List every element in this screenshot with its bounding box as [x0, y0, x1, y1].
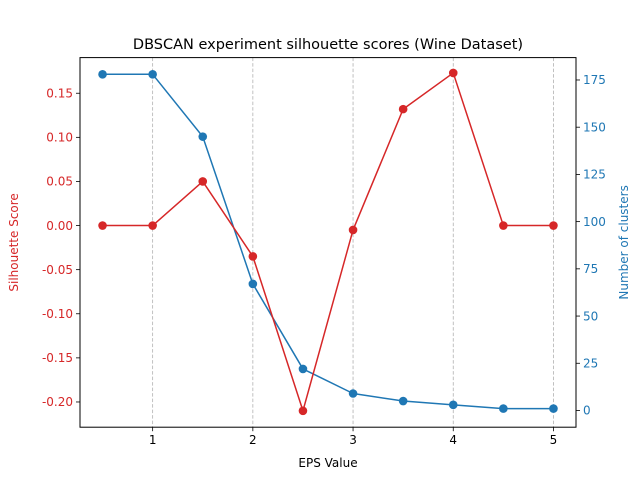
x-tick-label: 4 — [449, 433, 457, 447]
y-left-tick-label: 0.00 — [46, 219, 73, 233]
y-right-tick-label: 150 — [583, 120, 606, 134]
silhouette-series-point — [499, 221, 508, 230]
clusters-series-point — [98, 70, 107, 79]
x-tick-label: 3 — [349, 433, 357, 447]
x-tick-label: 2 — [249, 433, 257, 447]
clusters-series-point — [398, 396, 408, 406]
clusters-series-point — [298, 364, 308, 374]
clusters-series-line — [102, 73, 554, 410]
silhouette-series-point — [98, 221, 107, 230]
y-axis-left-label: Silhouette Score — [7, 193, 21, 291]
y-left-tick-label: -0.15 — [42, 351, 73, 365]
y-left-tick-label: 0.15 — [46, 86, 73, 100]
clusters-series-point — [448, 400, 458, 410]
silhouette-series-point — [298, 406, 308, 416]
y-left-tick-label: 0.05 — [46, 175, 73, 189]
clusters-series-point — [148, 70, 157, 79]
silhouette-series-point — [248, 252, 258, 261]
silhouette-series-point — [198, 177, 208, 186]
y-right-tick-label: 175 — [583, 73, 606, 87]
silhouette-series-point — [448, 68, 458, 78]
y-left-tick-label: -0.10 — [42, 307, 73, 321]
clusters-series-point — [549, 404, 558, 413]
x-tick-label: 5 — [550, 433, 558, 447]
y-axis-right: 0 25 50 75 100 125 150 175 — [576, 73, 606, 418]
clusters-series-point — [198, 132, 208, 141]
y-right-tick-label: 50 — [583, 309, 598, 323]
y-left-tick-label: -0.20 — [42, 395, 73, 409]
y-left-tick-label: 0.10 — [46, 131, 73, 145]
clusters-series-point — [499, 404, 508, 413]
silhouette-series-point — [348, 225, 358, 235]
y-axis-right-label: Number of clusters — [617, 185, 631, 299]
silhouette-series-point — [148, 221, 157, 230]
y-right-tick-label: 0 — [583, 404, 591, 418]
series-layer — [98, 68, 558, 416]
plot-frame — [79, 57, 577, 428]
x-tick-label: 1 — [149, 433, 157, 447]
y-axis-left: -0.20 -0.15 -0.10 -0.05 0.00 0.05 0.10 0.15 — [42, 86, 80, 409]
grid-lines — [152, 57, 554, 428]
clusters-series-point — [348, 389, 358, 398]
y-right-tick-label: 125 — [583, 168, 606, 182]
y-left-tick-label: -0.05 — [42, 263, 73, 277]
chart-title: DBSCAN experiment silhouette scores (Win… — [133, 37, 523, 53]
clusters-series-point — [248, 279, 258, 289]
silhouette-series-point — [398, 104, 408, 114]
y-right-tick-label: 75 — [583, 262, 598, 276]
x-axis: 1 2 3 4 5 — [149, 427, 557, 447]
y-right-tick-label: 25 — [583, 356, 598, 370]
y-right-tick-label: 100 — [583, 215, 606, 229]
x-axis-label: EPS Value — [298, 456, 357, 470]
silhouette-series-line — [102, 72, 554, 412]
silhouette-series-point — [549, 221, 558, 230]
